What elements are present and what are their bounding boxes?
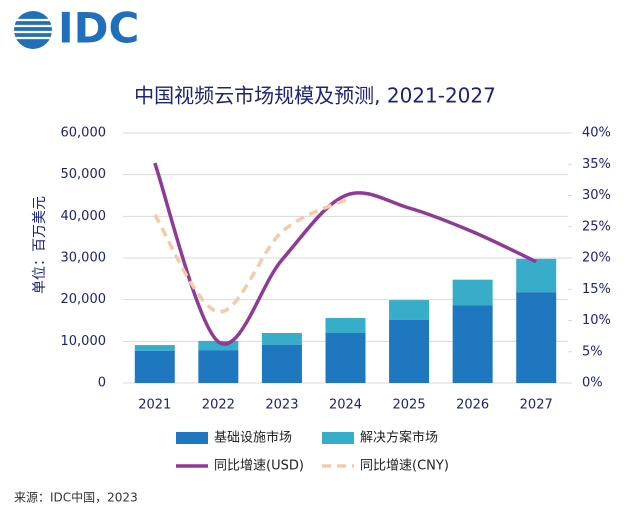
bar — [452, 279, 493, 306]
y-tick-label: 10,000 — [61, 334, 107, 349]
logo-globe — [14, 11, 52, 49]
bar — [325, 333, 366, 383]
y2-tick-label: 40% — [582, 126, 611, 141]
y2-tick-label: 25% — [582, 219, 611, 234]
bar — [134, 350, 175, 383]
x-tick-label: 2027 — [520, 398, 553, 413]
y2-tick-label: 35% — [582, 157, 611, 172]
x-tick-label: 2025 — [393, 398, 426, 413]
legend-label: 解决方案市场 — [360, 430, 438, 446]
x-tick-label: 2023 — [265, 398, 298, 413]
y2-tick-label: 5% — [582, 344, 603, 359]
line — [153, 162, 537, 346]
legend-label: 基础设施市场 — [214, 430, 292, 446]
bar — [325, 318, 366, 333]
bar — [516, 292, 557, 383]
x-tick-label: 2026 — [456, 398, 489, 413]
y-axis-label: 单位：百万美元 — [32, 196, 48, 294]
x-tick-label: 2024 — [329, 398, 362, 413]
logo-text: IDC — [58, 4, 139, 53]
chart-title: 中国视频云市场规模及预测, 2021-2027 — [134, 84, 496, 108]
bar — [516, 258, 557, 293]
source: 来源：IDC中国，2023 — [14, 490, 138, 505]
y2-tick-label: 10% — [582, 313, 611, 328]
bar — [198, 340, 239, 351]
bar — [389, 319, 430, 383]
legend-label: 同比增速(USD) — [214, 459, 304, 474]
x-tick-label: 2022 — [202, 398, 235, 413]
bar — [261, 344, 302, 383]
bar — [389, 300, 430, 320]
bar — [134, 345, 175, 351]
y2-tick-label: 20% — [582, 251, 611, 266]
bar — [261, 333, 302, 345]
y-tick-label: 60,000 — [61, 126, 107, 141]
y2-tick-label: 0% — [582, 376, 603, 391]
logo-stripes — [12, 18, 54, 40]
legend-swatch — [176, 432, 208, 444]
line — [153, 198, 347, 314]
y-tick-label: 20,000 — [61, 292, 107, 307]
y2-tick-label: 15% — [582, 282, 611, 297]
bar — [452, 305, 493, 383]
y-tick-label: 50,000 — [61, 167, 107, 182]
y-tick-label: 30,000 — [61, 251, 107, 266]
logo: IDC — [12, 4, 139, 53]
y-tick-label: 0 — [98, 376, 106, 391]
x-tick-label: 2021 — [138, 398, 171, 413]
bar — [198, 350, 239, 383]
legend-swatch — [322, 432, 354, 444]
y-tick-label: 40,000 — [61, 209, 107, 224]
legend-label: 同比增速(CNY) — [360, 459, 449, 474]
y2-tick-label: 30% — [582, 188, 611, 203]
